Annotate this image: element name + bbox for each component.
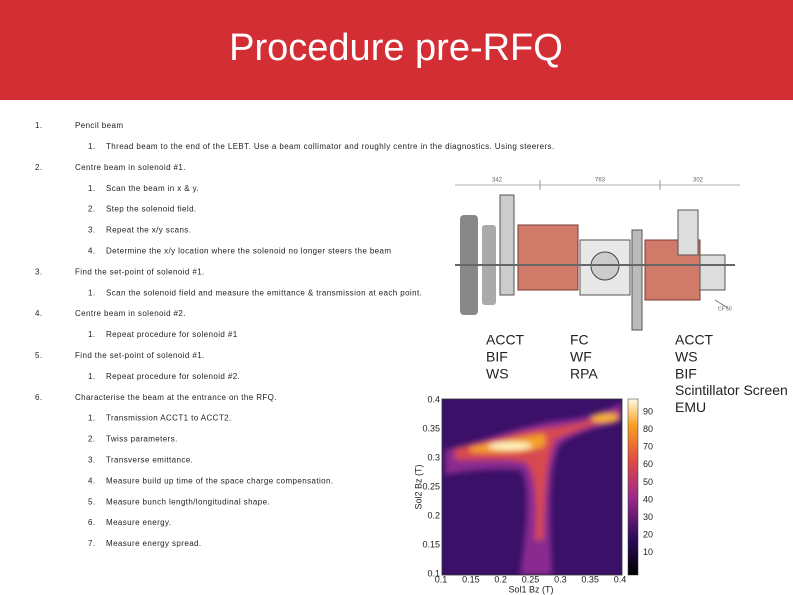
x-tick-label: 0.25: [522, 574, 540, 584]
substep-text: Repeat procedure for solenoid #2.: [106, 372, 240, 381]
step-number: 1.: [35, 121, 42, 130]
diagnostic-label: FC: [570, 332, 589, 348]
dimension-label: 763: [595, 178, 606, 184]
colorbar-tick-label: 10: [643, 547, 653, 557]
step-number: 4.: [35, 309, 42, 318]
step-number: 5.: [35, 351, 42, 360]
diagnostic-label: WS: [486, 365, 509, 381]
step-text: Pencil beam: [75, 121, 123, 130]
diagnostic-label: BIF: [675, 365, 697, 381]
substep-text: Measure bunch length/longitudinal shape.: [106, 497, 270, 506]
substep-number: 1.: [88, 414, 95, 423]
substep-number: 5.: [88, 497, 95, 506]
diagnostic-label: RPA: [570, 365, 598, 381]
substep-text: Step the solenoid field.: [106, 205, 197, 214]
step-text: Characterise the beam at the entrance on…: [75, 393, 277, 402]
diagnostic-label: ACCT: [486, 332, 525, 348]
slide-title: Procedure pre-RFQ: [229, 27, 563, 69]
y-tick-label: 0.15: [422, 539, 440, 549]
step-number: 2.: [35, 163, 42, 172]
y-tick-label: 0.3: [427, 452, 440, 462]
substep-number: 2.: [88, 205, 95, 214]
colorbar-tick-label: 60: [643, 459, 653, 469]
colorbar-tick-label: 80: [643, 424, 653, 434]
substep-text: Scan the solenoid field and measure the …: [106, 288, 422, 297]
beamline-diagram: [455, 180, 740, 331]
step-number: 3.: [35, 267, 42, 276]
diagnostic-label: ACCT: [675, 332, 714, 348]
y-axis-label: Sol2 Bz (T): [413, 464, 423, 509]
substep-text: Determine the x/y location where the sol…: [106, 247, 391, 256]
substep-number: 3.: [88, 456, 95, 465]
substep-number: 3.: [88, 226, 95, 235]
substep-number: 4.: [88, 247, 95, 256]
substep-number: 4.: [88, 476, 95, 485]
substep-text: Transmission ACCT1 to ACCT2.: [106, 414, 232, 423]
x-tick-label: 0.15: [462, 574, 480, 584]
substep-text: Twiss parameters.: [106, 435, 178, 444]
y-tick-label: 0.4: [427, 394, 440, 404]
dimension-label: 302: [693, 178, 704, 184]
x-tick-label: 0.3: [554, 574, 567, 584]
step-text: Centre beam in solenoid #2.: [75, 309, 186, 318]
substep-text: Measure energy.: [106, 518, 171, 527]
substep-text: Measure build up time of the space charg…: [106, 476, 333, 485]
substep-number: 1.: [88, 288, 95, 297]
y-tick-label: 0.2: [427, 510, 440, 520]
y-tick-label: 0.25: [422, 481, 440, 491]
x-tick-label: 0.2: [494, 574, 507, 584]
substep-number: 7.: [88, 539, 95, 548]
colorbar-tick-label: 20: [643, 530, 653, 540]
substep-text: Repeat the x/y scans.: [106, 226, 191, 235]
dimension-label: 342: [492, 178, 503, 184]
colorbar-tick-label: 90: [643, 406, 653, 416]
x-tick-label: 0.35: [581, 574, 599, 584]
step-text: Centre beam in solenoid #1.: [75, 163, 186, 172]
substep-number: 1.: [88, 184, 95, 193]
substep-number: 1.: [88, 330, 95, 339]
substep-number: 1.: [88, 142, 95, 151]
diagnostic-label: EMU: [675, 399, 706, 415]
substep-text: Measure energy spread.: [106, 539, 202, 548]
colorbar-tick-label: 50: [643, 477, 653, 487]
substep-number: 6.: [88, 518, 95, 527]
substep-text: Scan the beam in x & y.: [106, 184, 199, 193]
y-tick-label: 0.1: [427, 568, 440, 578]
colorbar: [627, 398, 639, 576]
substep-number: 1.: [88, 372, 95, 381]
substep-number: 2.: [88, 435, 95, 444]
heatmap: [442, 399, 622, 575]
diagnostic-label: WS: [675, 349, 698, 365]
x-tick-label: 0.4: [614, 574, 627, 584]
colorbar-tick-label: 40: [643, 494, 653, 504]
substep-text: Thread beam to the end of the LEBT. Use …: [106, 142, 555, 151]
x-axis-label: Sol1 Bz (T): [508, 584, 553, 594]
diagnostic-label: Scintillator Screen: [675, 382, 788, 398]
plot-frame: [441, 398, 623, 576]
header-band: [0, 0, 793, 100]
step-text: Find the set-point of solenoid #1.: [75, 351, 205, 360]
colorbar-tick-label: 30: [643, 512, 653, 522]
colorbar-tick-label: 70: [643, 442, 653, 452]
y-tick-label: 0.35: [422, 423, 440, 433]
diagnostic-label: WF: [570, 349, 592, 365]
substep-text: Transverse emittance.: [106, 456, 193, 465]
x-tick-label: 0.1: [435, 574, 448, 584]
step-text: Find the set-point of solenoid #1.: [75, 267, 205, 276]
step-number: 6.: [35, 393, 42, 402]
diagnostic-label: BIF: [486, 349, 508, 365]
substep-text: Repeat procedure for solenoid #1: [106, 330, 238, 339]
flange-label: CF 50: [718, 306, 732, 312]
